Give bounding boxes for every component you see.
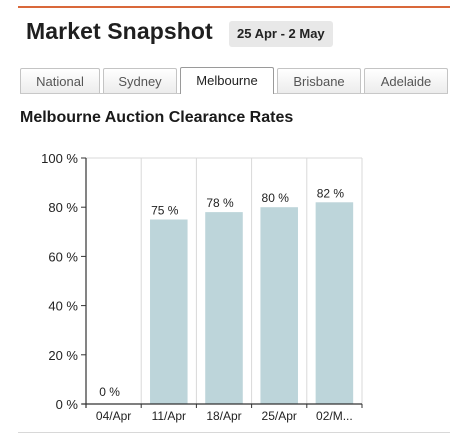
tab-melbourne[interactable]: Melbourne [180,67,274,94]
tab-sydney[interactable]: Sydney [103,68,177,93]
data-label-4: 82 % [317,186,345,200]
page-title: Market Snapshot [26,18,213,44]
x-tick-label-2: 18/Apr [206,409,241,423]
city-tabs: National Sydney Melbourne Brisbane Adela… [20,67,448,94]
data-label-1: 75 % [151,204,179,218]
y-tick-label-2: 40 % [48,299,78,314]
y-tick-label-5: 100 % [41,151,78,166]
x-tick-label-0: 04/Apr [96,409,131,423]
tab-national[interactable]: National [20,68,100,93]
header-accent-rule [18,6,450,8]
bar-2 [205,212,243,404]
bar-4 [315,202,354,404]
data-label-3: 80 % [262,191,290,205]
y-tick-label-0: 0 % [56,397,79,412]
x-tick-label-3: 25/Apr [262,409,297,423]
bottom-divider [18,432,450,433]
bar-1 [150,219,188,404]
data-label-0: 0 % [99,385,120,399]
bar-3 [260,207,298,404]
tab-adelaide[interactable]: Adelaide [364,68,448,93]
y-tick-label-1: 20 % [48,348,78,363]
y-tick-label-3: 60 % [48,249,78,264]
tab-brisbane[interactable]: Brisbane [277,68,361,93]
y-tick-label-4: 80 % [48,200,78,215]
chart-title: Melbourne Auction Clearance Rates [20,109,294,126]
date-range-badge: 25 Apr - 2 May [229,21,333,47]
data-label-2: 78 % [206,196,234,210]
x-tick-label-4: 02/M... [316,409,353,423]
x-tick-label-1: 11/Apr [152,409,186,423]
